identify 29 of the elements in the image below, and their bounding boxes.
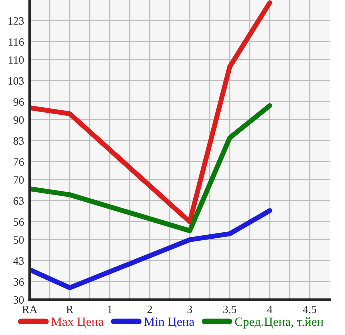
legend-label: Min Цена xyxy=(144,318,195,329)
x-tick-label: 4,5 xyxy=(303,306,317,315)
y-tick-label: 36 xyxy=(14,278,24,286)
legend-label: Сред.Цена, т.йен xyxy=(235,318,324,329)
x-tick-label: RA xyxy=(22,306,38,314)
y-tick-label: 56 xyxy=(14,218,24,226)
y-tick-label: 110 xyxy=(9,56,24,64)
x-tick-label: 3,5 xyxy=(224,306,237,315)
y-tick-label: 90 xyxy=(14,116,24,124)
legend-label: Max Цена xyxy=(52,318,104,329)
x-tick-label: 1 xyxy=(108,306,112,314)
x-tick-label: R xyxy=(66,306,74,314)
y-tick-label: 76 xyxy=(14,158,24,166)
y-tick-label: 123 xyxy=(8,17,24,25)
y-tick-label: 83 xyxy=(14,137,24,145)
y-tick-label: 30 xyxy=(14,296,24,304)
x-tick-label: 4 xyxy=(267,306,273,314)
y-tick-label: 43 xyxy=(14,257,24,265)
y-tick-label: 63 xyxy=(14,197,24,205)
line-series xyxy=(30,0,272,224)
x-tick-label: 2 xyxy=(148,306,152,314)
line-series xyxy=(30,103,272,234)
y-tick-label: 50 xyxy=(14,236,24,244)
y-tick-label: 96 xyxy=(14,98,24,106)
y-tick-label: 116 xyxy=(9,38,24,46)
line-series xyxy=(30,208,272,290)
x-tick-label: 3 xyxy=(188,306,192,314)
y-tick-label: 103 xyxy=(8,77,24,85)
y-tick-label: 70 xyxy=(14,176,24,184)
